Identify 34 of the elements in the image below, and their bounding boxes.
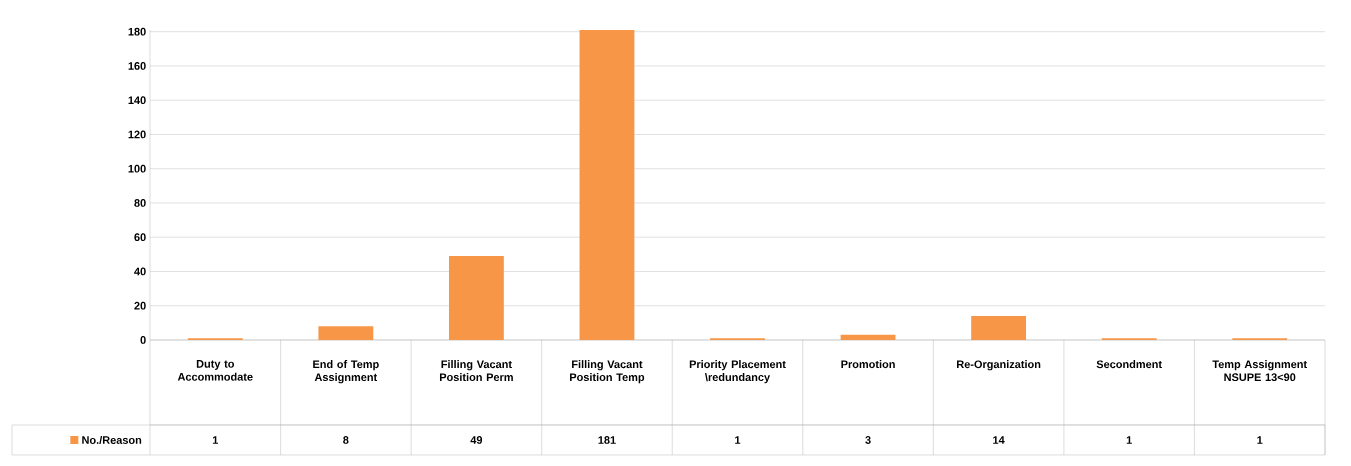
y-tick-label: 180 bbox=[128, 27, 146, 36]
legend-label: No./Reason bbox=[82, 435, 142, 445]
y-tick-label: 60 bbox=[134, 233, 146, 242]
y-tick-label: 120 bbox=[128, 130, 146, 139]
bar bbox=[318, 326, 374, 340]
x-tick-label: Promotion bbox=[841, 360, 895, 369]
data-label: 8 bbox=[343, 436, 349, 444]
x-tick-label: Re-Organization bbox=[957, 360, 1041, 371]
x-tick-label: Filling Vacant Position Temp bbox=[570, 360, 645, 384]
y-tick-label: 40 bbox=[134, 267, 146, 276]
y-tick-label: 100 bbox=[128, 164, 146, 173]
x-tick-label: Filling Vacant Position Perm bbox=[439, 360, 513, 382]
data-label: 3 bbox=[865, 436, 871, 444]
bar bbox=[448, 256, 504, 340]
x-tick-label: Priority Placement \redundancy bbox=[689, 360, 786, 384]
x-tick-label: Duty to Accommodate bbox=[177, 360, 253, 381]
bar bbox=[971, 316, 1027, 340]
data-label: 1 bbox=[1257, 436, 1263, 444]
x-tick-label: End of Temp Assignment bbox=[313, 360, 379, 384]
data-label: 14 bbox=[993, 436, 1005, 444]
data-label: 1 bbox=[212, 436, 219, 444]
data-label: 181 bbox=[598, 436, 616, 444]
y-tick-label: 160 bbox=[128, 62, 146, 70]
bar bbox=[840, 334, 896, 340]
bar bbox=[579, 29, 635, 340]
y-tick-label: 0 bbox=[140, 336, 146, 344]
data-label: 1 bbox=[1126, 436, 1132, 444]
data-label: 1 bbox=[735, 436, 741, 444]
y-tick-label: 20 bbox=[134, 301, 146, 310]
data-label: 49 bbox=[470, 436, 483, 444]
x-tick-label: Secondment bbox=[1096, 360, 1162, 369]
y-tick-label: 80 bbox=[134, 199, 146, 207]
y-tick-label: 140 bbox=[128, 96, 146, 105]
x-tick-label: Temp Assignment NSUPE 13<90 bbox=[1212, 360, 1307, 382]
